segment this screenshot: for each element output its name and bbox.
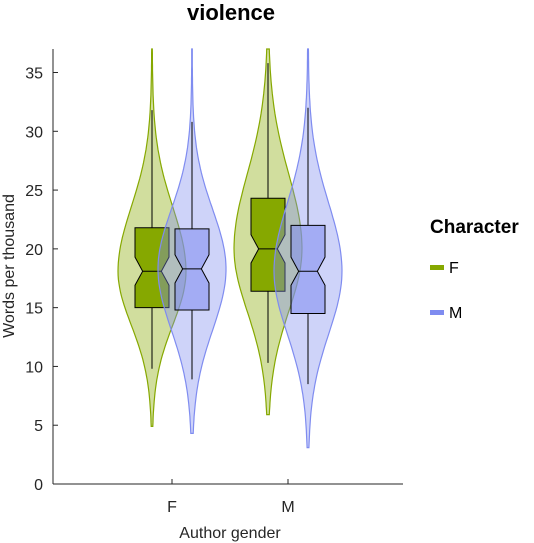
- box-m-f: [174, 228, 210, 311]
- legend: Character F M: [430, 217, 519, 322]
- y-tick-label-15: 15: [25, 301, 43, 318]
- y-tick-label-0: 0: [34, 477, 43, 494]
- y-tick-label-30: 30: [25, 124, 43, 141]
- y-tick-label-10: 10: [25, 359, 43, 376]
- x-tick-label-M: M: [281, 499, 294, 516]
- legend-label-f: F: [449, 260, 459, 277]
- chart-title: violence: [187, 0, 275, 25]
- box-f-m: [250, 197, 286, 292]
- y-tick-label-5: 5: [34, 418, 43, 435]
- legend-title: Character: [430, 217, 519, 238]
- legend-swatch-f: [430, 265, 444, 270]
- x-axis-label: Author gender: [179, 525, 281, 542]
- axes: 0 5 10 15 20 25 30 35 F M: [25, 49, 403, 516]
- box-m-m: [290, 224, 326, 315]
- y-tick-label-35: 35: [25, 66, 43, 83]
- y-axis-label: Words per thousand: [1, 194, 18, 338]
- y-tick-label-20: 20: [25, 242, 43, 259]
- legend-swatch-m: [430, 310, 444, 315]
- plot-area: [117, 48, 343, 449]
- legend-label-m: M: [449, 305, 462, 322]
- y-tick-label-25: 25: [25, 183, 43, 200]
- x-tick-label-F: F: [167, 499, 177, 516]
